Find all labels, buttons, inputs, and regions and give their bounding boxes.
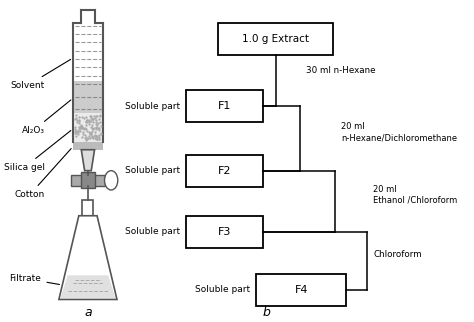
Text: 1.0 g Extract: 1.0 g Extract xyxy=(242,33,309,44)
Text: Soluble part: Soluble part xyxy=(125,227,180,236)
Text: 20 ml
n-Hexane/Dichloromethane: 20 ml n-Hexane/Dichloromethane xyxy=(341,122,457,142)
Bar xyxy=(73,80,103,113)
Bar xyxy=(218,23,333,55)
Text: Al₂O₃: Al₂O₃ xyxy=(22,100,71,135)
Text: Soluble part: Soluble part xyxy=(125,102,180,111)
Text: b: b xyxy=(262,306,270,319)
Text: Cotton: Cotton xyxy=(15,148,71,199)
Text: Solvent: Solvent xyxy=(10,59,71,90)
Text: Soluble part: Soluble part xyxy=(125,166,180,175)
Text: Silica gel: Silica gel xyxy=(4,130,71,172)
Polygon shape xyxy=(82,150,94,171)
Bar xyxy=(186,216,263,248)
Bar xyxy=(71,175,104,186)
Bar xyxy=(256,274,346,306)
Bar xyxy=(73,23,103,80)
Polygon shape xyxy=(59,216,117,299)
Text: 20 ml
Ethanol /Chloroform: 20 ml Ethanol /Chloroform xyxy=(373,185,457,205)
Text: 30 ml n-Hexane: 30 ml n-Hexane xyxy=(306,66,375,75)
Polygon shape xyxy=(61,275,115,298)
Text: a: a xyxy=(84,306,92,319)
Text: Soluble part: Soluble part xyxy=(195,285,250,294)
Text: F2: F2 xyxy=(218,166,231,176)
Bar xyxy=(186,155,263,187)
Bar xyxy=(186,90,263,122)
Text: F4: F4 xyxy=(294,285,308,295)
Bar xyxy=(73,113,103,142)
Bar xyxy=(82,200,93,216)
Text: F1: F1 xyxy=(218,101,231,111)
Bar xyxy=(73,142,103,150)
Bar xyxy=(82,172,94,188)
Ellipse shape xyxy=(104,171,118,190)
Text: Filtrate: Filtrate xyxy=(9,274,59,285)
Text: F3: F3 xyxy=(218,227,231,237)
Text: Chloroform: Chloroform xyxy=(373,250,422,259)
